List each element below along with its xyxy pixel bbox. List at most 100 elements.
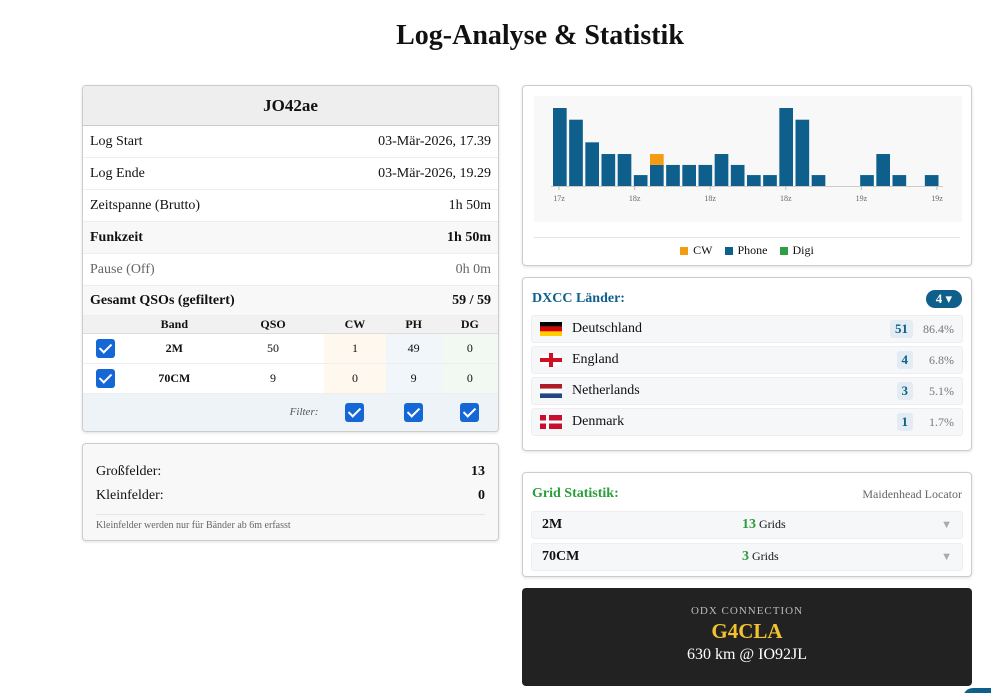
info-label: Log Start [90,133,143,149]
cw-count: 0 [324,363,386,394]
info-value: 1h 50m [447,229,491,245]
bar-phone-16[interactable] [811,175,826,186]
table-row: 2M 50 1 49 0 [83,333,498,364]
info-row-airtime: Funkzeit 1h 50m [83,222,498,254]
band-table: Band QSO CW PH DG 2M 50 1 49 0 70CM 9 0 [83,316,498,431]
bar-phone-21[interactable] [892,175,907,186]
ph-count: 49 [385,333,442,364]
filter-label: Filter: [221,393,325,431]
bar-phone-4[interactable] [617,154,632,186]
x-tick-label: 19z [931,194,943,203]
info-value: 0h 0m [455,261,491,277]
bar-phone-8[interactable] [682,164,696,186]
filter-cw-checkbox[interactable] [345,402,365,422]
country-row[interactable]: England 4 6.8% [531,346,963,374]
x-tick-label: 18z [704,194,716,203]
bar-phone-20[interactable] [876,154,890,186]
dg-count: 0 [441,333,498,364]
bar-phone-2[interactable] [585,142,599,186]
grid-count: 13 Grids [742,517,941,533]
bar-phone-9[interactable] [698,164,713,186]
col-ph: PH [385,316,442,334]
bar-phone-7[interactable] [666,164,680,186]
legend-label: CW [693,243,713,257]
band-checkbox-cell [83,363,127,394]
country-count: 51 [890,320,913,338]
filter-spacer [127,393,222,431]
england-flag-icon [540,353,562,367]
bar-phone-11[interactable] [730,164,745,186]
bar-phone-13[interactable] [763,175,777,186]
filter-ph-checkbox[interactable] [404,402,424,422]
bar-phone-15[interactable] [795,119,810,186]
bar-phone-10[interactable] [714,154,729,186]
band-name: 2M [127,333,222,364]
country-count: 3 [896,382,913,400]
bar-cw-6[interactable] [650,154,664,165]
bar-phone-12[interactable] [747,175,761,186]
band-70cm-checkbox[interactable] [95,368,115,388]
denmark-flag-icon [540,415,562,429]
bar-phone-19[interactable] [860,175,874,186]
legend-item-phone[interactable]: Phone [724,243,768,258]
country-count: 1 [896,413,913,431]
x-tick-label: 18z [780,194,792,203]
grid-band: 2M [542,517,563,532]
odx-callsign: G4CLA [711,619,783,643]
chart-legend: CW Phone Digi [534,237,960,258]
filter-dg-checkbox[interactable] [460,402,480,422]
info-value: 1h 50m [448,197,491,213]
fields-note: Kleinfelder werden nur für Bänder ab 6m … [96,514,485,531]
band-table-header: Band QSO CW PH DG [83,316,498,334]
table-row: 70CM 9 0 9 0 [83,363,498,394]
grid-count-value: 3 [742,549,749,564]
legend-item-cw[interactable]: CW [680,243,713,258]
chevron-down-icon[interactable]: ▼ [941,519,952,531]
info-value: 03-Mär-2026, 19.29 [378,165,491,181]
dxcc-title: DXCC Länder: [532,291,625,306]
activity-chart: 17z 18z 18z 18z 19z 19z [551,108,943,203]
col-qso: QSO [221,316,325,334]
gross-fields-value: 13 [471,464,485,479]
filter-spacer [83,393,127,431]
bar-phone-5[interactable] [633,175,648,186]
legend-swatch-cw [680,246,689,255]
country-percent: 86.4% [923,321,954,336]
bar-phone-1[interactable] [569,119,583,186]
bar-phone-23[interactable] [924,175,939,186]
dxcc-count-toggle[interactable]: 4 ▾ [925,290,962,308]
info-label: Zeitspanne (Brutto) [90,197,201,213]
gross-fields-row: Großfelder: 13 [96,460,485,484]
band-2m-checkbox[interactable] [95,338,115,358]
activity-chart-card: 17z 18z 18z 18z 19z 19z CW Phone Digi [522,85,972,266]
country-name: Deutschland [572,321,642,336]
fields-card: Großfelder: 13 Kleinfelder: 0 Kleinfelde… [82,443,499,541]
country-row[interactable]: Deutschland 51 86.4% [531,315,963,343]
country-name: England [572,352,619,367]
scroll-top-button[interactable] [963,688,991,693]
ph-count: 9 [385,363,442,394]
grid-unit: Grids [752,549,779,563]
col-select [83,316,127,334]
grid-row-2m[interactable]: 2M 13 Grids ▼ [531,511,963,539]
chevron-down-icon[interactable]: ▼ [941,551,952,563]
grid-row-70cm[interactable]: 70CM 3 Grids ▼ [531,543,963,571]
info-row-pause: Pause (Off) 0h 0m [83,254,498,286]
x-tick-label: 19z [856,194,868,203]
qso-count: 50 [221,333,325,364]
legend-item-digi[interactable]: Digi [779,243,814,258]
country-row[interactable]: Denmark 1 1.7% [531,408,963,436]
x-tick-label: 18z [629,194,641,203]
country-name: Denmark [572,414,625,429]
country-row[interactable]: Netherlands 3 5.1% [531,377,963,405]
grid-count-value: 13 [742,517,756,532]
grid-band: 70CM [542,549,580,564]
bar-phone-14[interactable] [779,108,793,186]
bar-phone-0[interactable] [553,108,567,186]
bar-phone-6[interactable] [650,164,664,186]
dxcc-header: DXCC Länder: 4 ▾ [531,286,963,312]
filter-ph-cell [385,393,442,431]
bar-phone-3[interactable] [601,154,616,186]
grid-subtitle: Maidenhead Locator [862,486,962,501]
germany-flag-icon [540,322,562,336]
